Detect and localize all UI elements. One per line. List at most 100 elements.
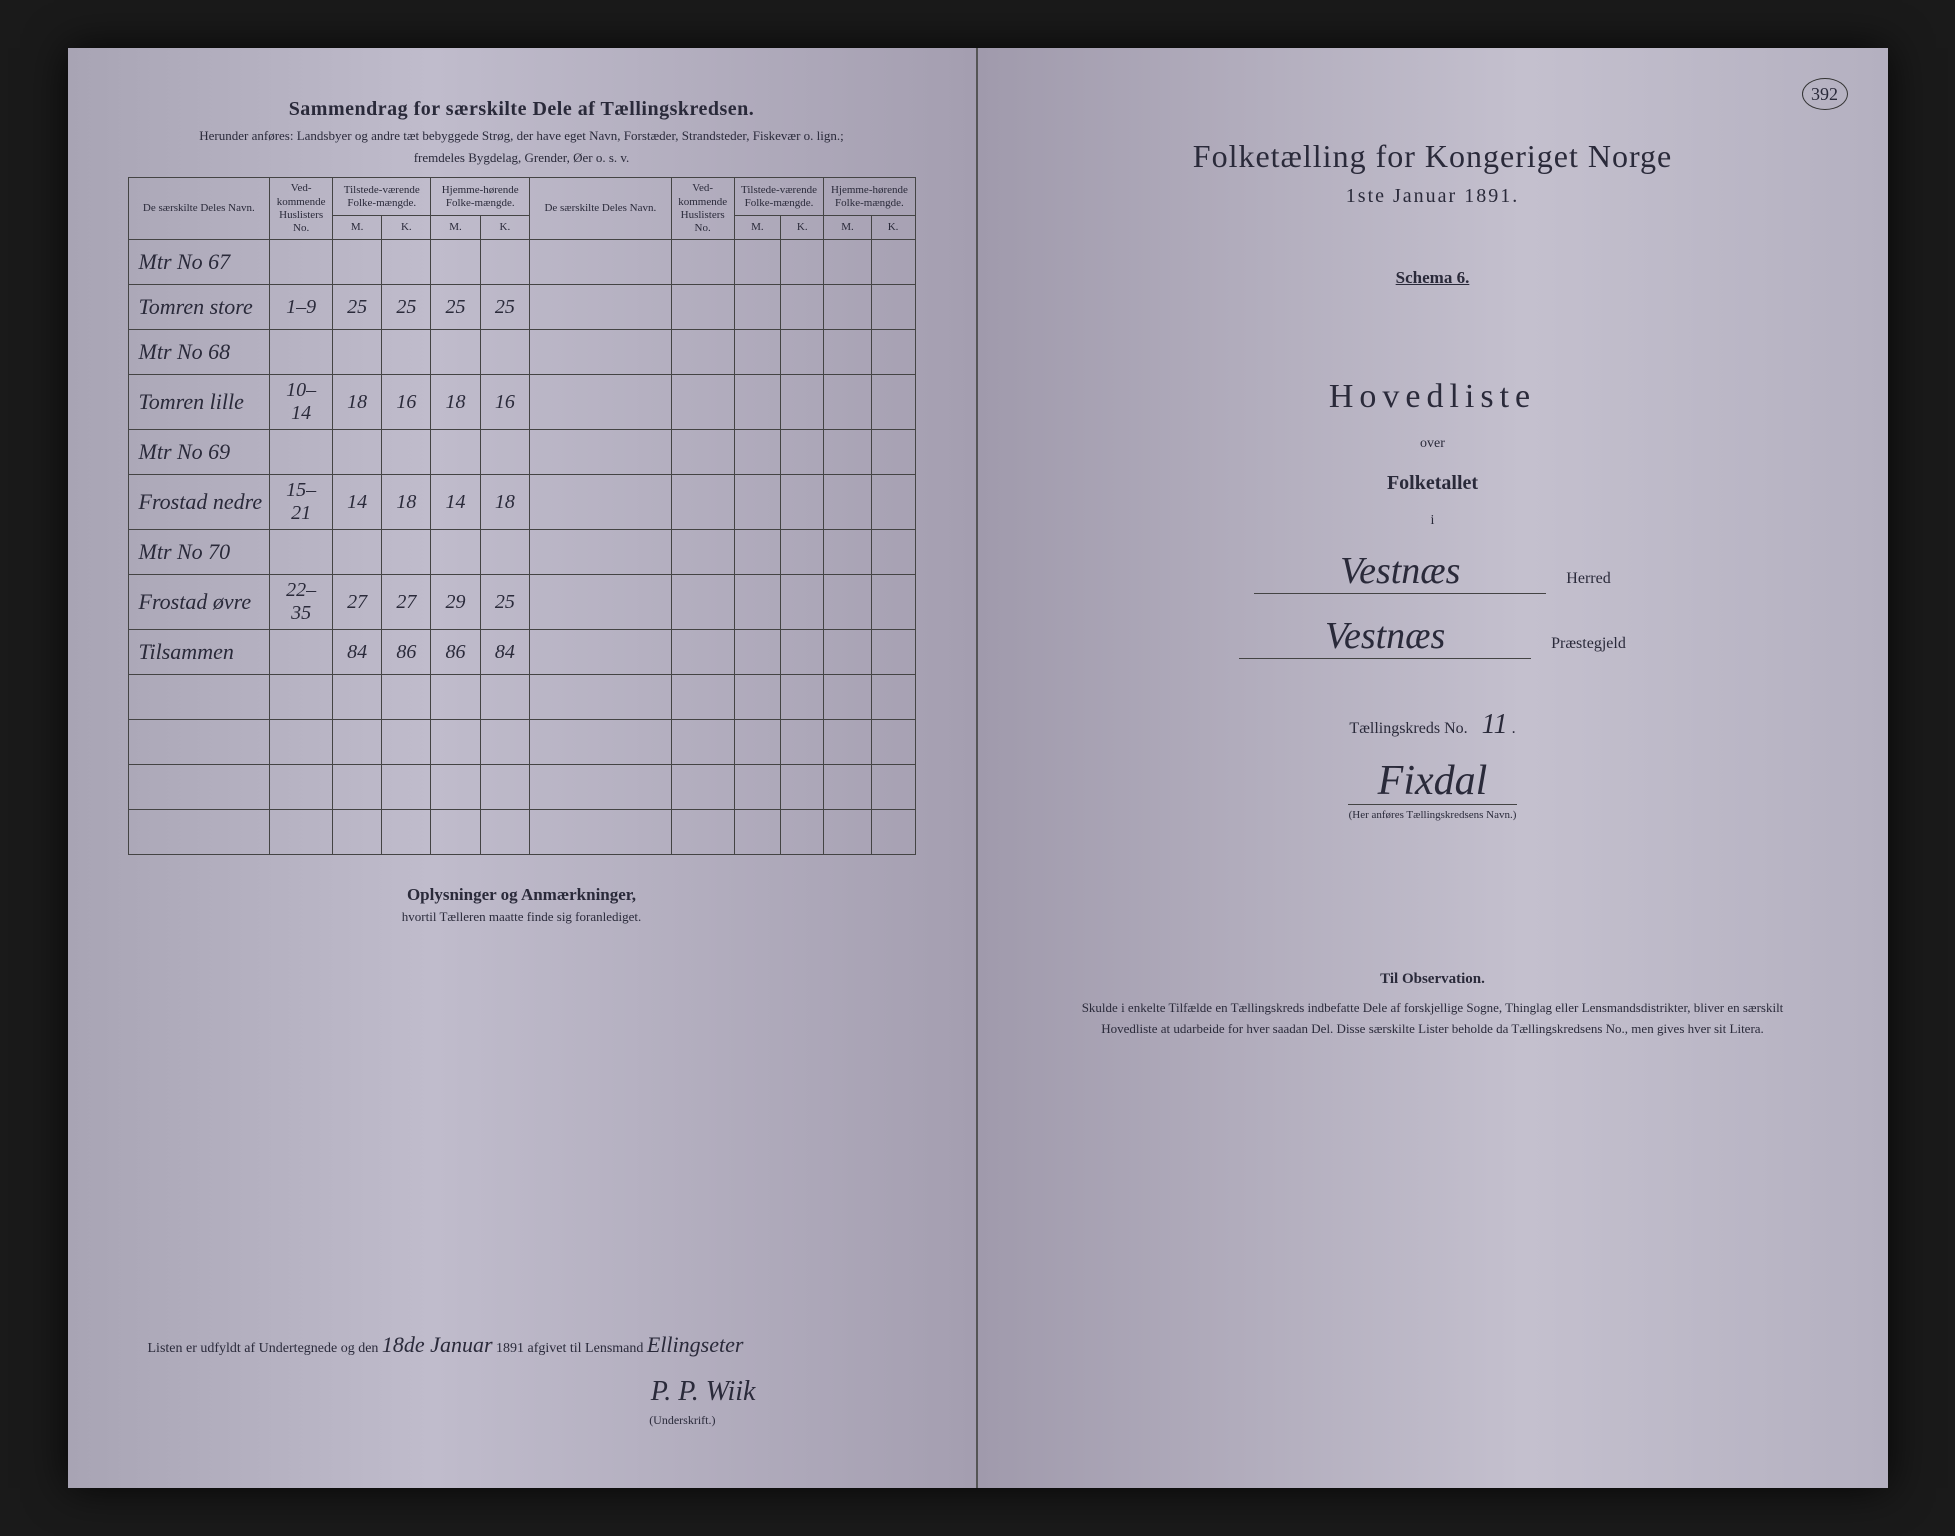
row-hjemme-m: 86 [431, 630, 480, 675]
row-hjemme-k-2 [871, 240, 915, 285]
row-name: Tomren lille [128, 375, 270, 430]
col-huslister-2: Ved-kommende Huslisters No. [671, 178, 734, 240]
row-hjemme-k-2 [871, 475, 915, 530]
row-name: Tilsammen [128, 630, 270, 675]
praestegjeld-value: Vestnæs [1239, 614, 1531, 659]
row-tilstede-m [333, 430, 382, 475]
row-tilstede-k-2 [781, 675, 824, 720]
col-k: K. [382, 216, 431, 240]
row-tilstede-k-2 [781, 330, 824, 375]
row-hjemme-k-2 [871, 630, 915, 675]
census-date: 1ste Januar 1891. [1038, 185, 1828, 208]
row-hjemme-m-2 [824, 475, 871, 530]
table-row: Tomren lille10–1418161816 [128, 375, 915, 430]
table-row: Tomren store1–925252525 [128, 285, 915, 330]
summary-subtitle-1: Herunder anføres: Landsbyer og andre tæt… [128, 127, 916, 145]
row-name: Mtr No 69 [128, 430, 270, 475]
row-tilstede-m-2 [734, 575, 781, 630]
row-hjemme-m-2 [824, 630, 871, 675]
row-name-2 [530, 765, 672, 810]
row-huslister-2 [671, 765, 734, 810]
row-hjemme-m-2 [824, 675, 871, 720]
schema-label: Schema 6. [1038, 268, 1828, 288]
herred-row: Vestnæs Herred [1038, 549, 1828, 594]
row-name-2 [530, 285, 672, 330]
row-tilstede-k-2 [781, 630, 824, 675]
herred-value: Vestnæs [1254, 549, 1546, 594]
row-huslister-2 [671, 285, 734, 330]
praestegjeld-row: Vestnæs Præstegjeld [1038, 614, 1828, 659]
row-hjemme-k-2 [871, 285, 915, 330]
row-hjemme-k: 16 [480, 375, 529, 430]
row-tilstede-k-2 [781, 285, 824, 330]
remarks-subtitle: hvortil Tælleren maatte finde sig foranl… [128, 909, 916, 925]
row-hjemme-m [431, 330, 480, 375]
table-row: Frostad nedre15–2114181418 [128, 475, 915, 530]
row-hjemme-k [480, 720, 529, 765]
row-hjemme-m-2 [824, 285, 871, 330]
row-tilstede-k: 16 [382, 375, 431, 430]
row-hjemme-m [431, 765, 480, 810]
page-number: 392 [1802, 78, 1848, 110]
row-huslister-2 [671, 475, 734, 530]
row-tilstede-k-2 [781, 810, 824, 855]
row-tilstede-k [382, 720, 431, 765]
row-name [128, 675, 270, 720]
row-hjemme-k [480, 240, 529, 285]
row-tilstede-k: 27 [382, 575, 431, 630]
row-tilstede-k [382, 675, 431, 720]
row-huslister-2 [671, 630, 734, 675]
footer-lensmand: Ellingseter [647, 1332, 744, 1357]
row-huslister [270, 810, 333, 855]
row-hjemme-m-2 [824, 575, 871, 630]
footer-year: 1891 afgivet til Lensmand [496, 1341, 643, 1356]
row-name-2 [530, 330, 672, 375]
row-hjemme-k-2 [871, 430, 915, 475]
row-huslister-2 [671, 430, 734, 475]
col-k: K. [480, 216, 529, 240]
table-row: Tilsammen84868684 [128, 630, 915, 675]
row-tilstede-m [333, 720, 382, 765]
row-huslister [270, 530, 333, 575]
row-tilstede-m-2 [734, 475, 781, 530]
row-hjemme-k-2 [871, 575, 915, 630]
row-tilstede-k-2 [781, 375, 824, 430]
row-huslister [270, 675, 333, 720]
row-hjemme-k-2 [871, 330, 915, 375]
row-tilstede-k-2 [781, 430, 824, 475]
col-hjemme: Hjemme-hørende Folke-mængde. [431, 178, 530, 216]
row-hjemme-k-2 [871, 720, 915, 765]
signature-label: (Underskrift.) [649, 1413, 715, 1428]
row-huslister: 22–35 [270, 575, 333, 630]
row-name-2 [530, 810, 672, 855]
row-name-2 [530, 475, 672, 530]
table-row [128, 810, 915, 855]
row-huslister: 1–9 [270, 285, 333, 330]
row-hjemme-k [480, 675, 529, 720]
col-hjemme-2: Hjemme-hørende Folke-mængde. [824, 178, 915, 216]
table-row: Mtr No 67 [128, 240, 915, 285]
row-tilstede-k [382, 765, 431, 810]
row-name-2 [530, 375, 672, 430]
row-hjemme-k: 18 [480, 475, 529, 530]
row-huslister [270, 720, 333, 765]
row-tilstede-k [382, 530, 431, 575]
row-huslister-2 [671, 240, 734, 285]
kreds-caption: (Her anføres Tællingskredsens Navn.) [1038, 809, 1828, 821]
row-hjemme-m-2 [824, 530, 871, 575]
col-k: K. [781, 216, 824, 240]
row-tilstede-m-2 [734, 430, 781, 475]
row-name [128, 810, 270, 855]
row-hjemme-k-2 [871, 530, 915, 575]
row-hjemme-m-2 [824, 375, 871, 430]
row-tilstede-m-2 [734, 810, 781, 855]
row-tilstede-m: 25 [333, 285, 382, 330]
row-tilstede-k-2 [781, 720, 824, 765]
observation-title: Til Observation. [1038, 971, 1828, 988]
row-name: Mtr No 68 [128, 330, 270, 375]
table-row: Mtr No 70 [128, 530, 915, 575]
row-huslister-2 [671, 675, 734, 720]
signature: P. P. Wiik [651, 1376, 756, 1408]
row-huslister: 10–14 [270, 375, 333, 430]
row-hjemme-k [480, 765, 529, 810]
